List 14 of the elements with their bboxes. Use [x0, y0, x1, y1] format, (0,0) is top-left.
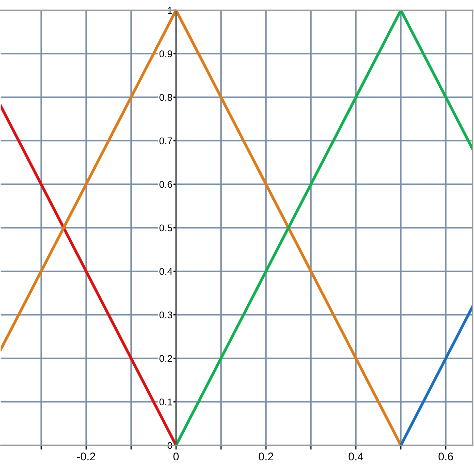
y-tick-label: 0.6: [160, 181, 172, 188]
y-tick-label: 0.1: [160, 398, 172, 406]
x-tick-label: 0.4: [348, 452, 364, 461]
y-tick-label: 0.4: [160, 268, 173, 276]
y-tick-label: 0.2: [160, 355, 172, 362]
x-tick-label: 0: [174, 452, 179, 461]
x-tick-label: -0.2: [77, 452, 96, 461]
y-tick-label: 0.5: [160, 224, 172, 232]
y-tick-label: 0.3: [160, 312, 172, 319]
x-tick-label: 0.2: [258, 452, 274, 461]
y-tick-label: 0.8: [160, 94, 172, 102]
x-tick-label: 0.6: [438, 452, 454, 461]
y-tick-label: 0.7: [160, 138, 172, 145]
y-tick-label: 0.9: [160, 50, 172, 58]
